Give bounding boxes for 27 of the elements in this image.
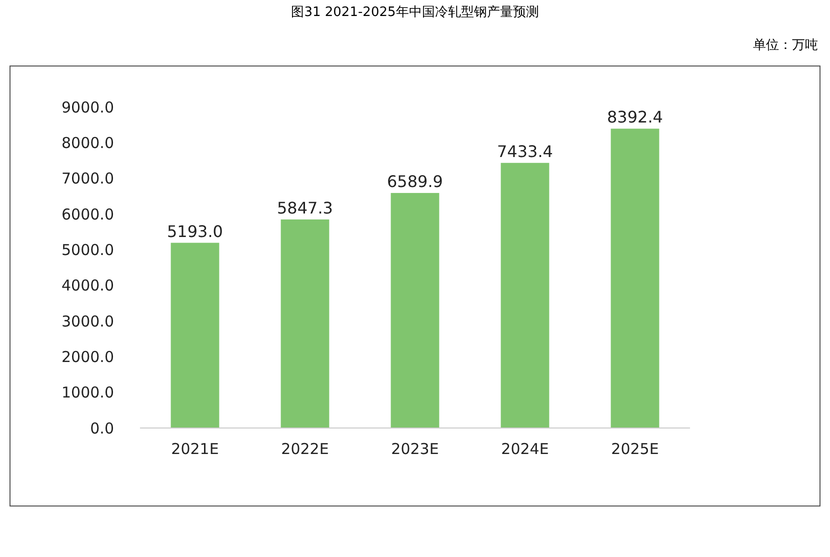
data-label: 8392.4 bbox=[607, 108, 663, 127]
y-tick-label: 1000.0 bbox=[62, 384, 114, 402]
y-tick-label: 0.0 bbox=[90, 419, 114, 438]
y-tick-label: 7000.0 bbox=[62, 170, 114, 188]
x-tick-label: 2025E bbox=[611, 440, 659, 458]
data-label: 5193.0 bbox=[167, 222, 223, 241]
y-tick-label: 4000.0 bbox=[62, 276, 114, 295]
y-tick-label: 8000.0 bbox=[62, 134, 114, 152]
x-tick-label: 2021E bbox=[171, 440, 219, 458]
data-label: 5847.3 bbox=[277, 198, 333, 218]
x-tick-label: 2024E bbox=[501, 440, 549, 458]
y-tick-label: 5000.0 bbox=[62, 240, 114, 259]
y-tick-label: 2000.0 bbox=[62, 348, 114, 366]
bar bbox=[170, 242, 220, 428]
y-tick-label: 3000.0 bbox=[62, 312, 114, 330]
text: 单位：万吨 bbox=[753, 38, 818, 53]
bar bbox=[280, 219, 330, 428]
y-tick-label: 9000.0 bbox=[62, 98, 114, 116]
x-tick-label: 2022E bbox=[281, 440, 329, 458]
chart-title: 图31 2021-2025年中国冷轧型钢产量预测 bbox=[291, 5, 539, 20]
y-tick-label: 6000.0 bbox=[62, 205, 114, 224]
data-label: 6589.9 bbox=[387, 172, 443, 191]
bar bbox=[390, 192, 440, 428]
data-label: 7433.4 bbox=[497, 142, 553, 161]
x-tick-label: 2023E bbox=[391, 440, 439, 458]
bar bbox=[610, 128, 660, 428]
bar bbox=[500, 162, 550, 428]
